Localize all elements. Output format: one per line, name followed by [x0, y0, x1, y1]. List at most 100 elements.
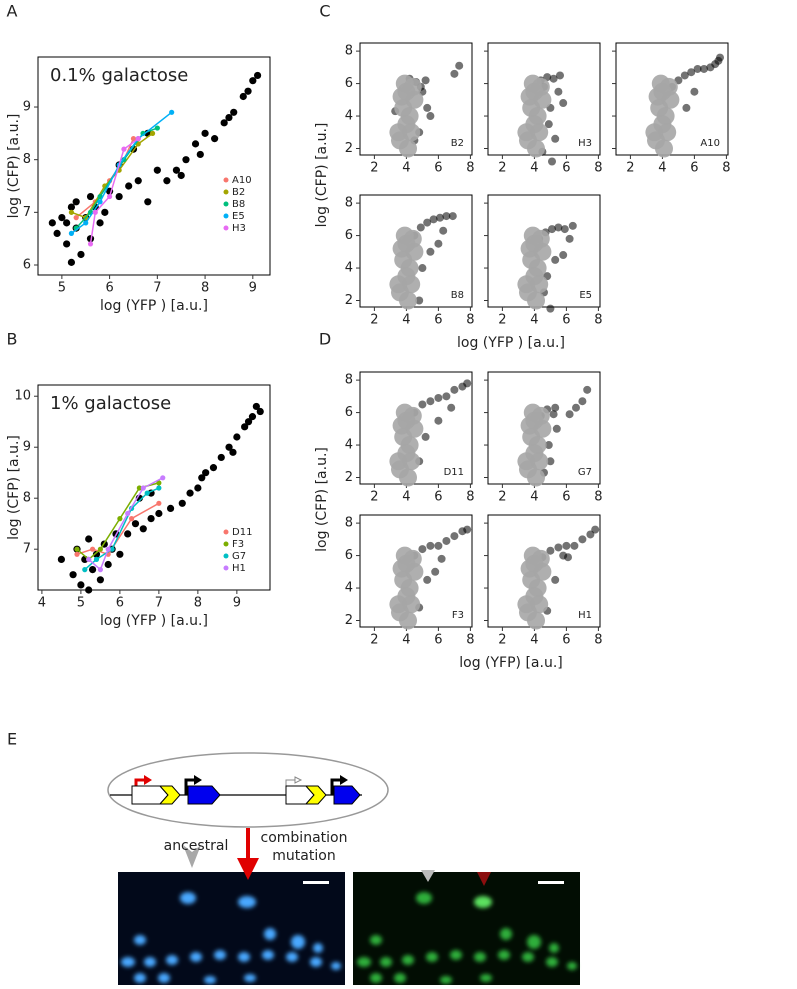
panel-name: B2: [451, 138, 464, 149]
point: [196, 150, 204, 159]
x-tick-label: 8: [594, 490, 602, 505]
point: [109, 546, 115, 552]
point: [194, 484, 202, 492]
point: [85, 586, 93, 594]
y-tick-label: 6: [345, 548, 353, 563]
panel-label: C: [319, 2, 330, 21]
microscopy-yfp: [353, 870, 580, 985]
legend-label: G7: [232, 551, 246, 562]
y-tick-label: 7: [23, 205, 31, 220]
point: [527, 139, 545, 158]
x-axis-label: log (YFP ) [a.u.]: [100, 298, 208, 314]
point: [531, 406, 550, 425]
y-tick-label: 2: [345, 141, 353, 156]
y-tick-label: 6: [345, 76, 353, 91]
point: [88, 566, 97, 574]
legend-swatch: [223, 553, 229, 559]
point: [140, 485, 146, 491]
x-tick-label: 6: [562, 313, 570, 328]
annotation: 0.1% galactose: [50, 65, 188, 86]
panel-name: D11: [444, 467, 464, 478]
x-tick-label: 8: [722, 161, 730, 176]
point: [147, 515, 155, 523]
panel-name: H1: [578, 610, 592, 621]
point: [87, 241, 94, 247]
point: [144, 490, 150, 496]
x-axis-label: log (YFP) [a.u.]: [459, 655, 563, 671]
legend-label: F3: [232, 539, 244, 550]
x-tick-label: 6: [434, 161, 442, 176]
x-tick-label: 8: [466, 490, 474, 505]
point: [655, 139, 673, 158]
point: [544, 441, 553, 450]
x-tick-label: 4: [530, 633, 538, 648]
point: [530, 452, 549, 471]
point: [202, 469, 210, 477]
point: [154, 125, 160, 131]
y-tick-label: 6: [23, 257, 31, 272]
point: [153, 166, 161, 174]
point: [104, 560, 112, 569]
point: [530, 275, 549, 294]
x-tick-label: 4: [658, 161, 666, 176]
point: [97, 199, 103, 205]
point: [172, 166, 181, 174]
point: [565, 410, 574, 419]
x-axis-label: log (YFP ) [a.u.]: [457, 335, 565, 351]
point: [209, 464, 218, 472]
point: [530, 595, 549, 614]
point: [554, 87, 563, 96]
point: [551, 134, 560, 143]
point: [544, 120, 553, 129]
x-tick-label: 6: [434, 633, 442, 648]
mutation-label: mutation: [272, 848, 335, 864]
y-tick-label: 2: [345, 293, 353, 308]
y-tick-label: 8: [23, 152, 31, 167]
point: [68, 209, 75, 215]
point: [442, 536, 451, 545]
panel-label: D: [319, 330, 331, 349]
x-tick-label: 8: [466, 633, 474, 648]
point: [399, 611, 417, 630]
y-tick-label: 2: [345, 470, 353, 485]
y-tick-label: 8: [23, 491, 31, 506]
point: [554, 223, 563, 232]
x-tick-label: 7: [155, 596, 163, 611]
point: [116, 550, 124, 558]
x-tick-label: 2: [498, 490, 506, 505]
x-tick-label: 5: [58, 281, 66, 296]
construct-diagram: [107, 752, 389, 828]
point: [57, 555, 65, 564]
x-tick-label: 2: [498, 161, 506, 176]
y-axis-label: log (CFP) [a.u.]: [314, 447, 330, 552]
point: [682, 103, 691, 112]
x-tick-label: 5: [77, 596, 85, 611]
point: [402, 595, 421, 614]
point: [166, 504, 175, 513]
point: [73, 215, 79, 221]
point: [77, 581, 85, 589]
point: [447, 403, 456, 412]
point: [244, 418, 253, 426]
point: [115, 192, 123, 201]
point: [578, 397, 587, 406]
point: [239, 92, 247, 101]
point: [551, 255, 560, 264]
point: [559, 251, 568, 260]
plot-frame: [37, 56, 271, 276]
x-tick-label: 8: [466, 161, 474, 176]
x-tick-label: 2: [370, 490, 378, 505]
x-tick-label: 8: [466, 313, 474, 328]
point: [429, 215, 438, 224]
point: [591, 525, 600, 534]
x-tick-label: 4: [38, 596, 46, 611]
y-tick-label: 6: [345, 228, 353, 243]
y-tick-label: 4: [345, 438, 353, 453]
x-tick-label: 8: [194, 596, 202, 611]
point: [136, 485, 142, 491]
y-tick-label: 8: [345, 516, 353, 531]
legend-label: D11: [232, 527, 252, 538]
x-tick-label: 4: [402, 633, 410, 648]
panel-name: G7: [578, 467, 592, 478]
x-tick-label: 8: [594, 313, 602, 328]
